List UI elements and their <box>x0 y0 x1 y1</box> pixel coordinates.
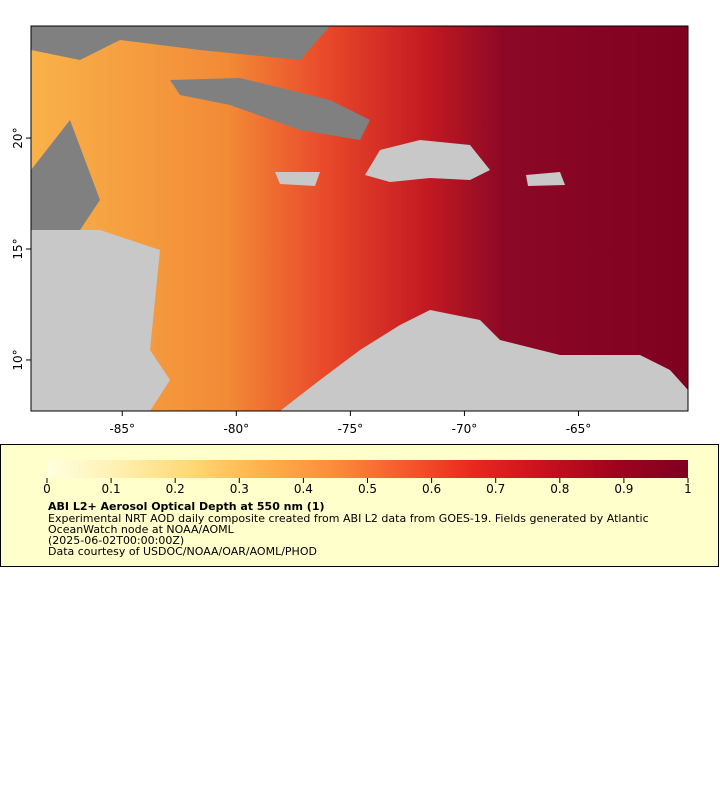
colorbar-tick-label: 0.2 <box>166 482 185 496</box>
x-tick-label: -85° <box>109 422 135 436</box>
legend-title: ABI L2+ Aerosol Optical Depth at 550 nm … <box>48 500 325 513</box>
land <box>365 140 490 182</box>
x-tick-label: -75° <box>338 422 364 436</box>
x-tick-label: -70° <box>452 422 478 436</box>
colorbar-tick-label: 0.1 <box>102 482 121 496</box>
cloud-mask <box>31 26 330 60</box>
legend-line: (2025-06-02T00:00:00Z) <box>48 534 184 547</box>
colorbar-tick-label: 0.4 <box>294 482 313 496</box>
legend-line: Data courtesy of USDOC/NOAA/OAR/AOML/PHO… <box>48 545 317 558</box>
land <box>526 172 565 186</box>
colorbar-tick-label: 0.8 <box>550 482 569 496</box>
land <box>280 310 688 411</box>
x-tick-label: -65° <box>566 422 592 436</box>
colorbar-tick-label: 0.7 <box>486 482 505 496</box>
map-frame <box>30 25 689 412</box>
colorbar-tick-label: 0 <box>43 482 51 496</box>
land <box>275 172 320 186</box>
colorbar-tick-label: 0.9 <box>614 482 633 496</box>
y-tick-label: 15° <box>11 238 25 259</box>
cloud-mask <box>170 78 370 140</box>
land <box>31 230 170 411</box>
legend-line: Experimental NRT AOD daily composite cre… <box>48 512 649 525</box>
colorbar-tick-label: 0.6 <box>422 482 441 496</box>
map <box>31 26 688 411</box>
y-tick-label: 20° <box>11 127 25 148</box>
x-tick-label: -80° <box>224 422 250 436</box>
legend-line: OceanWatch node at NOAA/AOML <box>48 523 235 536</box>
colorbar <box>47 460 688 478</box>
colorbar-tick-label: 0.5 <box>358 482 377 496</box>
colorbar-tick-label: 1 <box>684 482 692 496</box>
y-tick-label: 10° <box>11 349 25 370</box>
colorbar-tick-label: 0.3 <box>230 482 249 496</box>
